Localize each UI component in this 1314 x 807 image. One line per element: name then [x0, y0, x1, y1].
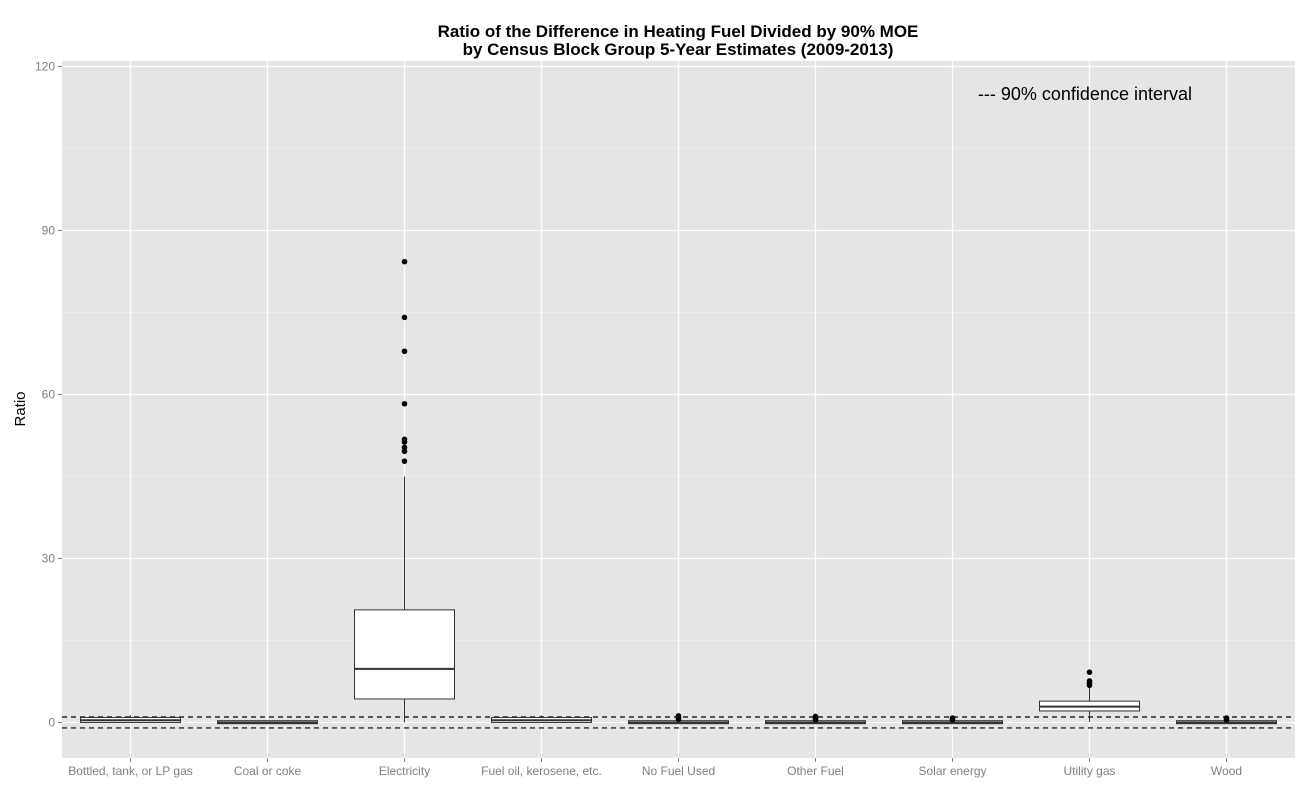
y-tick-label: 30 [42, 551, 56, 565]
x-tick-label: No Fuel Used [642, 764, 715, 778]
axes: 0 30 60 90 120 Bottled, tank, or LP gas Coal o… [35, 59, 1242, 778]
boxes [80, 258, 1277, 725]
outlier-point [401, 314, 408, 321]
y-tick-label: 0 [48, 715, 55, 729]
box-coal-or-coke [217, 720, 318, 725]
x-tick-label: Utility gas [1063, 764, 1115, 778]
outlier-point [401, 458, 408, 464]
box-solar-energy [902, 715, 1003, 725]
box-fuel-oil-kerosene-etc [491, 715, 592, 723]
box-wood [1176, 715, 1277, 725]
x-tick-label: Wood [1211, 764, 1242, 778]
outlier-point [401, 444, 408, 451]
chart-title: Ratio of the Difference in Heating Fuel … [437, 22, 919, 41]
outlier-point [401, 258, 408, 265]
y-axis-label: Ratio [12, 391, 29, 426]
box-body [354, 609, 455, 700]
x-tick-label: Fuel oil, kerosene, etc. [481, 764, 602, 778]
box-bottled-tank-or-lp-gas [80, 715, 181, 723]
outlier-point [949, 715, 956, 721]
box-other-fuel [765, 713, 866, 725]
x-tick-label: Other Fuel [787, 764, 844, 778]
box-electricity [354, 258, 455, 723]
outlier-point [1086, 678, 1093, 684]
x-tick-label: Electricity [379, 764, 430, 778]
outlier-point [812, 713, 819, 720]
outlier-point [401, 448, 408, 455]
outlier-point [1223, 715, 1230, 721]
outlier-point [401, 348, 408, 355]
outlier-point [401, 400, 408, 407]
chart-subtitle: by Census Block Group 5-Year Estimates (… [462, 40, 894, 59]
y-tick-label: 90 [42, 223, 56, 237]
grid-lines [62, 61, 1295, 758]
outlier-point [675, 713, 682, 719]
outlier-point [1086, 669, 1093, 675]
y-tick-label: 120 [35, 59, 55, 73]
outlier-point [401, 436, 408, 443]
legend-annotation: --- 90% confidence interval [978, 84, 1192, 104]
x-tick-label: Coal or coke [234, 764, 302, 778]
x-tick-label: Bottled, tank, or LP gas [68, 764, 193, 778]
x-tick-label: Solar energy [918, 764, 986, 778]
box-no-fuel-used [628, 713, 729, 725]
y-tick-label: 60 [42, 387, 56, 401]
box-utility-gas [1039, 669, 1140, 722]
